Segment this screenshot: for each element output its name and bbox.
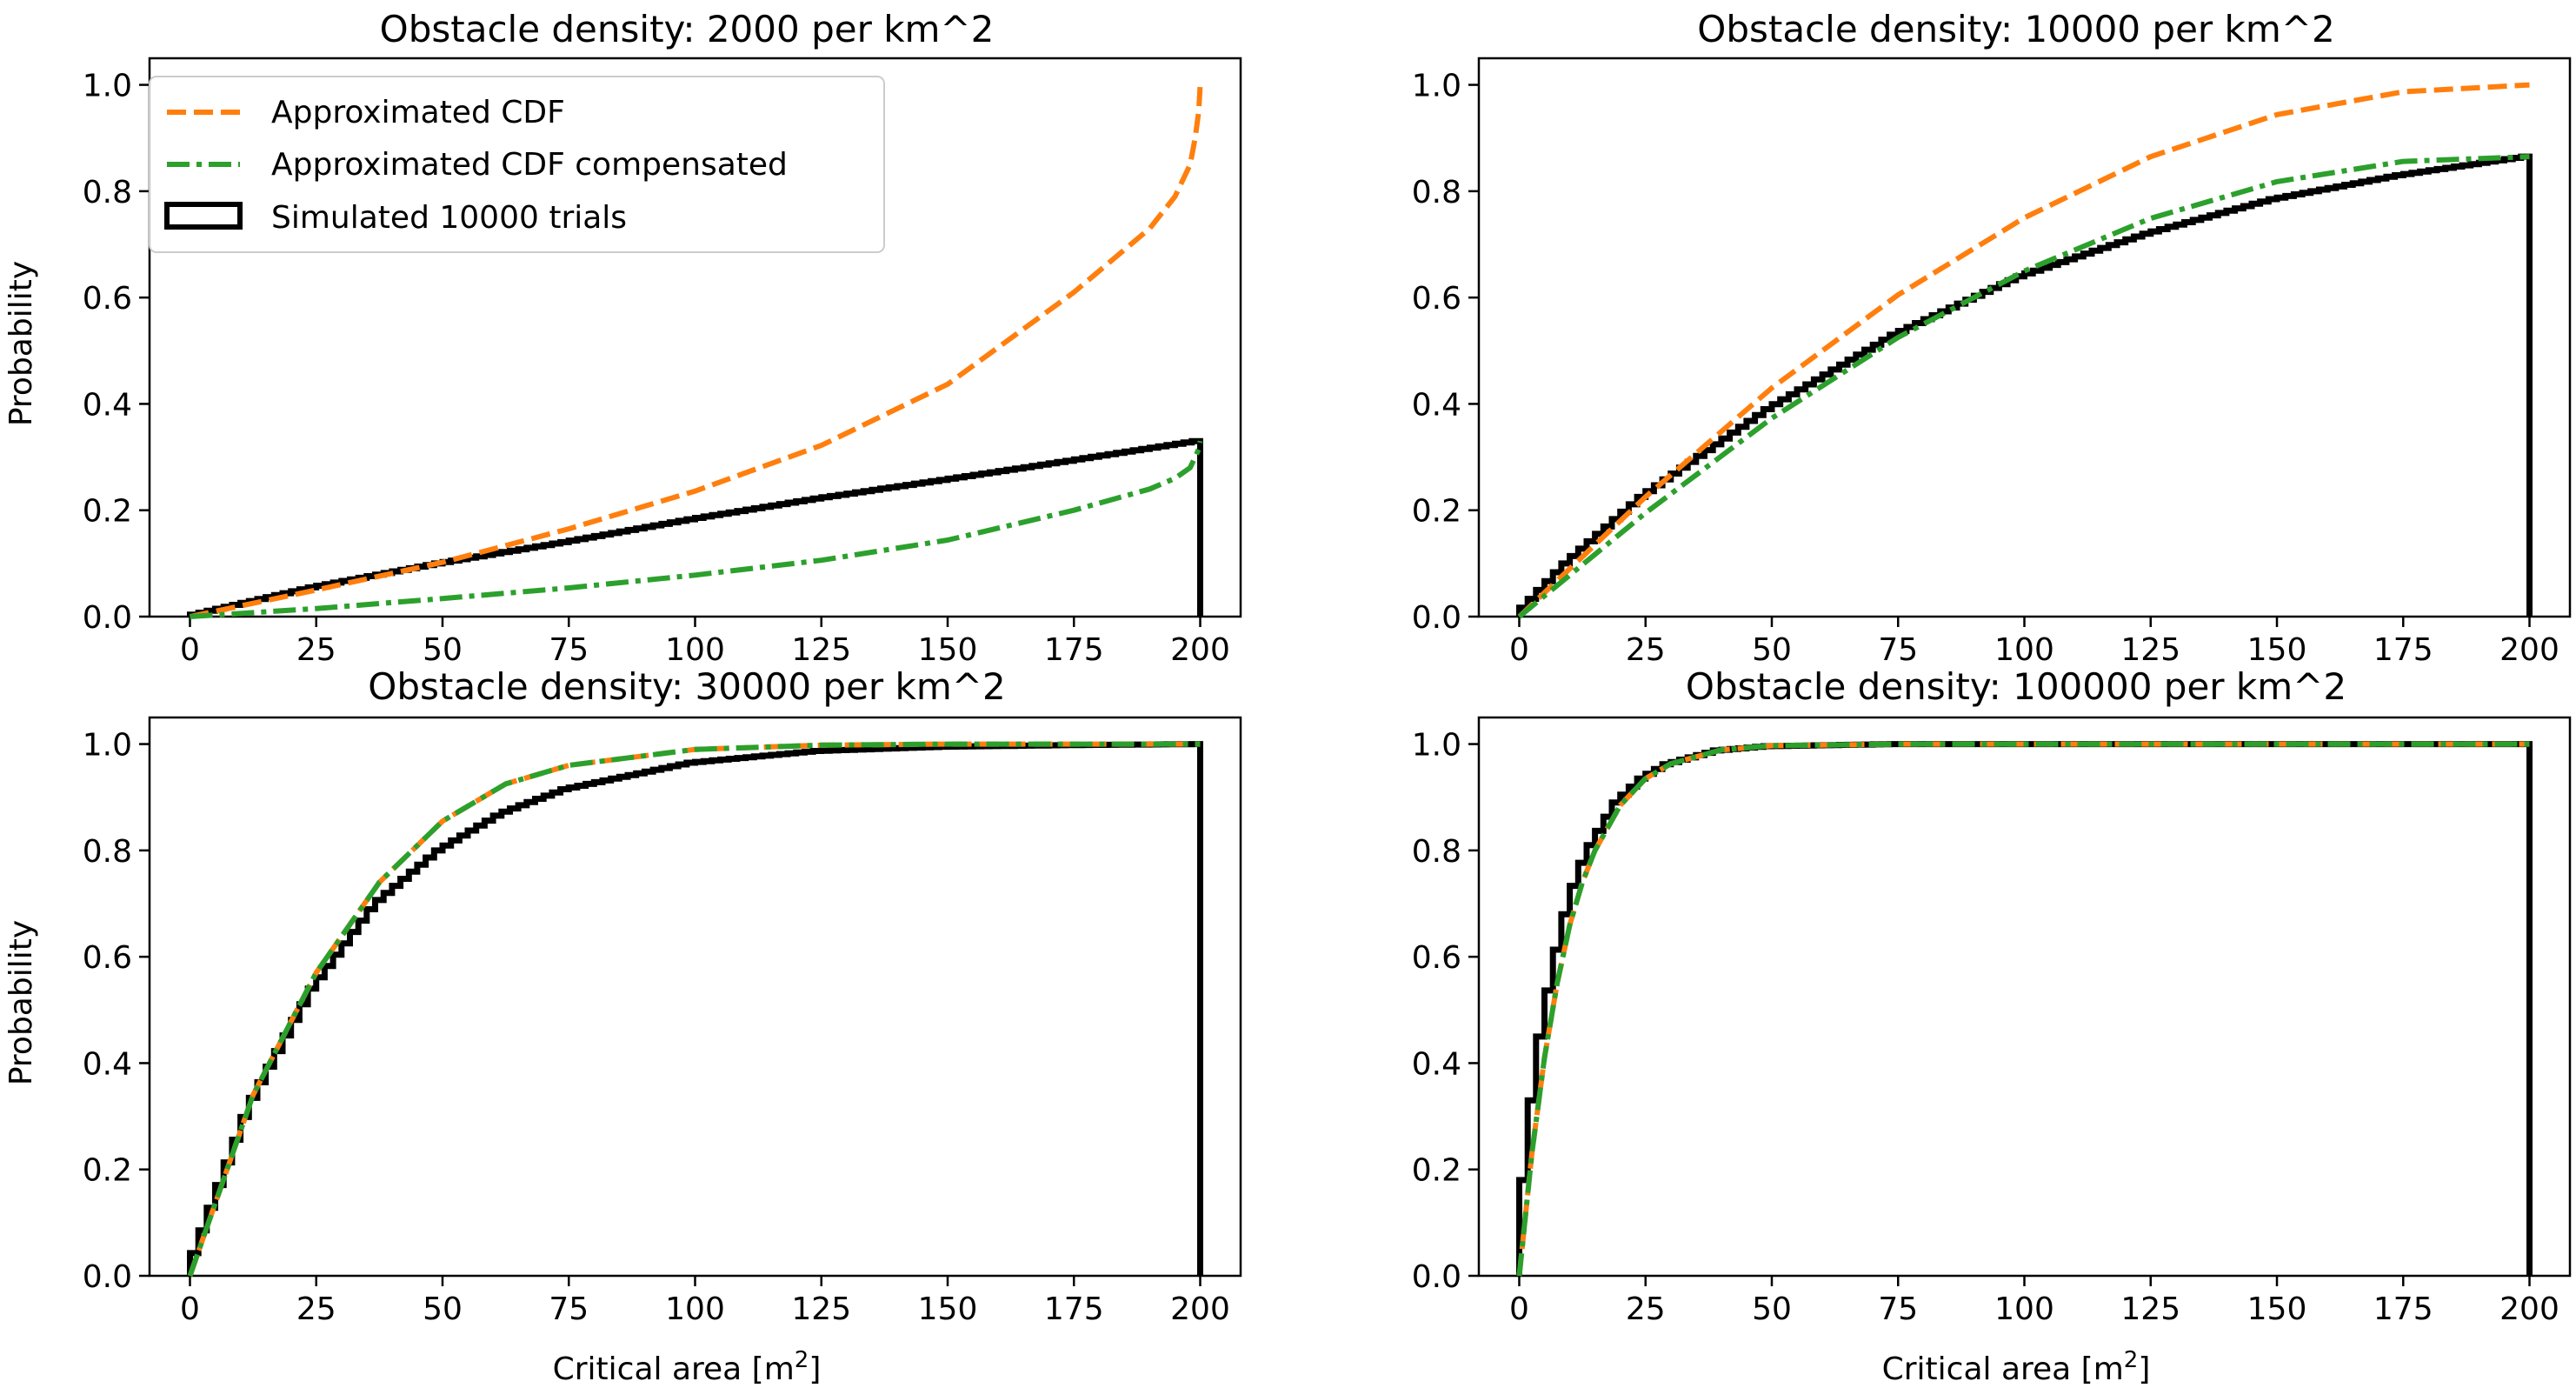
x-tick-label: 200 (2499, 1291, 2559, 1327)
y-tick-label: 1.0 (83, 69, 132, 104)
legend-label-approximated-cdf: Approximated CDF (271, 95, 565, 130)
x-tick-label: 175 (1044, 632, 1104, 668)
x-tick-label: 200 (1170, 632, 1230, 668)
x-tick-label: 150 (2247, 1291, 2307, 1327)
x-tick-label: 200 (1170, 1291, 1230, 1327)
legend: Approximated CDF Approximated CDF compen… (149, 76, 885, 253)
x-tick-label: 100 (1994, 632, 2054, 668)
legend-label-approximated-cdf-compensated: Approximated CDF compensated (271, 147, 788, 183)
x-tick-label: 100 (665, 632, 725, 668)
y-tick-label: 0.2 (83, 1153, 132, 1189)
x-tick-label: 125 (2120, 632, 2180, 668)
legend-swatch-simulated (164, 202, 243, 230)
x-tick-label: 175 (2373, 1291, 2433, 1327)
x-tick-label: 150 (2247, 632, 2307, 668)
y-tick-label: 0.6 (1412, 281, 1461, 317)
y-tick-label: 0.8 (1412, 834, 1461, 870)
x-tick-label: 100 (665, 1291, 725, 1327)
x-tick-label: 0 (1509, 632, 1529, 668)
x-tick-label: 125 (791, 632, 851, 668)
panel-title: Obstacle density: 10000 per km^2 (1697, 8, 2334, 50)
y-tick-label: 0.6 (1412, 940, 1461, 976)
panel-title: Obstacle density: 2000 per km^2 (380, 8, 995, 50)
x-tick-label: 100 (1994, 1291, 2054, 1327)
y-tick-label: 0.6 (83, 940, 132, 976)
x-tick-label: 25 (1626, 632, 1666, 668)
x-tick-label: 0 (1509, 1291, 1529, 1327)
legend-box (149, 76, 885, 253)
series-approximated-cdf (1517, 82, 2530, 619)
x-tick-label: 200 (2499, 632, 2559, 668)
y-tick-label: 0.8 (83, 175, 132, 210)
plot-area: 0 25 50 75 100 125 150 175 200 0.0 0.2 0.4 0.6 0.8 1.0 (1412, 57, 2572, 668)
x-axis-label: Critical area [m2] (553, 1347, 822, 1387)
series-approximated-cdf (189, 84, 1203, 619)
x-tick-label: 150 (918, 1291, 978, 1327)
y-tick-label: 0.0 (83, 600, 132, 636)
x-tick-label: 50 (1752, 1291, 1792, 1327)
y-tick-label: 0.4 (83, 1046, 132, 1082)
y-tick-label: 0.2 (83, 494, 132, 530)
x-axis-label: Critical area [m2] (1882, 1347, 2151, 1387)
x-tick-label: 75 (1878, 1291, 1918, 1327)
x-tick-label: 75 (1878, 632, 1918, 668)
y-tick-label: 0.4 (1412, 387, 1461, 423)
x-tick-label: 150 (918, 632, 978, 668)
plot-area: 0 25 50 75 100 125 150 175 200 0.0 0.2 0.4 0.6 0.8 1.0 (83, 57, 1242, 668)
y-tick-label: 0.4 (1412, 1046, 1461, 1082)
x-tick-label: 175 (2373, 632, 2433, 668)
x-tick-label: 75 (549, 632, 589, 668)
x-tick-label: 175 (1044, 1291, 1104, 1327)
series-approximated-cdf-compensated (190, 440, 1203, 619)
panel-title: Obstacle density: 100000 per km^2 (1686, 665, 2346, 708)
legend-label-simulated: Simulated 10000 trials (271, 200, 627, 236)
y-tick-label: 0.2 (1412, 1153, 1461, 1189)
x-tick-label: 75 (549, 1291, 589, 1327)
y-tick-label: 0.0 (83, 1259, 132, 1295)
panel-title: Obstacle density: 30000 per km^2 (368, 665, 1005, 708)
series-simulated-step (1516, 153, 2533, 617)
x-tick-label: 25 (296, 1291, 336, 1327)
y-tick-label: 1.0 (1412, 69, 1461, 104)
y-tick-label: 0.8 (1412, 175, 1461, 210)
x-tick-label: 50 (1752, 632, 1792, 668)
series-approximated-cdf-compensated (1516, 741, 2530, 1277)
y-tick-label: 1.0 (1412, 728, 1461, 764)
plot-area: 0 25 50 75 100 125 150 175 200 0.0 0.2 0.4 0.6 0.8 1.0 (1412, 716, 2572, 1327)
y-axis-label: Probability (3, 261, 39, 426)
y-tick-label: 1.0 (83, 728, 132, 764)
x-tick-label: 0 (180, 632, 200, 668)
y-tick-label: 0.0 (1412, 1259, 1461, 1295)
x-tick-label: 25 (296, 632, 336, 668)
y-tick-label: 0.6 (83, 281, 132, 317)
panel-bottom-left: Obstacle density: 30000 per km^2 Probabi… (3, 665, 1242, 1387)
y-tick-label: 0.4 (83, 387, 132, 423)
y-tick-label: 0.0 (1412, 600, 1461, 636)
x-tick-label: 25 (1626, 1291, 1666, 1327)
panel-bottom-right: Obstacle density: 100000 per km^2 Critic… (1412, 665, 2572, 1387)
y-axis-label: Probability (3, 920, 39, 1085)
x-tick-label: 0 (180, 1291, 200, 1327)
x-tick-label: 125 (2120, 1291, 2180, 1327)
panel-top-right: Obstacle density: 10000 per km^2 0 25 50 75… (1412, 8, 2572, 668)
series-approximated-cdf-compensated (187, 741, 1201, 1277)
y-tick-label: 0.8 (83, 834, 132, 870)
panel-top-left: Obstacle density: 2000 per km^2 Probabil… (3, 8, 1242, 668)
plot-area: 0 25 50 75 100 125 150 175 200 0.0 0.2 0.4 0.6 0.8 1.0 (83, 716, 1242, 1327)
x-tick-label: 50 (423, 1291, 463, 1327)
y-tick-label: 0.2 (1412, 494, 1461, 530)
x-tick-label: 125 (791, 1291, 851, 1327)
series-approximated-cdf-compensated (1517, 154, 2530, 619)
x-tick-label: 50 (423, 632, 463, 668)
